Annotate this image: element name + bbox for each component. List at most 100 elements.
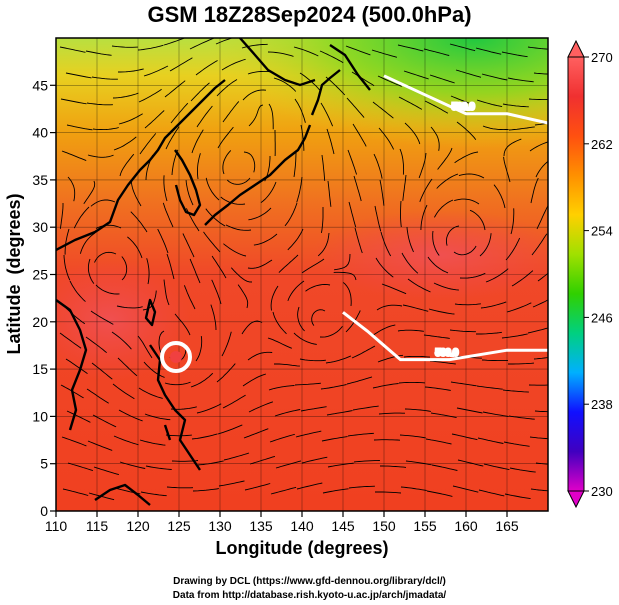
streamline [353,175,362,202]
streamline [190,372,214,388]
streamline [294,382,321,386]
streamline [481,359,508,362]
colorbar-scale [567,56,585,492]
streamline [144,110,165,129]
streamline [116,305,143,309]
coastlines [56,38,371,506]
streamline [92,127,119,131]
streamline [301,456,328,464]
streamline [140,491,167,497]
streamline [527,46,548,50]
streamline [372,101,394,119]
streamline [480,301,507,309]
streamline [270,486,297,495]
streamline [403,355,431,358]
streamline [399,434,426,439]
streamline [287,280,305,302]
streamline [481,73,508,81]
streamline [94,251,117,263]
streamline [163,279,170,306]
colorbar-max-arrow [567,39,585,58]
streamline [248,104,264,127]
streamline [119,461,146,469]
streamline [402,304,429,312]
streamline [406,226,414,253]
streamline [424,100,449,114]
contour-label: 500.0 [436,348,459,358]
streamline [66,124,93,131]
streamline [420,204,428,231]
streamline [191,129,204,154]
colorbar-tick-label: 238 [591,397,613,412]
streamline [459,272,486,279]
streamline [163,38,186,46]
coast-philippines [149,344,201,471]
streamline [164,381,191,386]
streamline [530,488,548,492]
streamline [139,133,157,155]
streamline [321,436,348,442]
streamline [216,79,238,97]
contour-line [383,74,548,125]
streamline [450,381,477,387]
streamline [90,199,116,207]
streamline [450,95,476,106]
y-tick-label: 5 [40,456,48,472]
y-tick-label: 30 [32,219,48,235]
streamline [353,460,380,463]
plot-area: 500.0 500.0 [56,38,548,511]
streamline [217,126,234,149]
streamline [59,46,86,53]
streamline [195,60,218,76]
streamline [398,96,423,110]
streamline [87,258,95,284]
streamline [90,310,114,325]
streamline [287,228,304,251]
typhoon-marker [160,341,192,373]
streamline [217,424,243,435]
streamline [418,152,427,179]
streamline [475,47,502,55]
streamline [293,46,319,57]
streamline [533,72,548,75]
colorbar-tick-label: 246 [591,310,613,325]
streamline [501,51,528,58]
streamline [531,233,548,256]
streamline [300,406,327,412]
streamline [348,201,357,228]
streamline [85,50,112,56]
streamline [429,74,455,84]
streamline [268,103,274,130]
streamline [454,198,480,205]
streamline [345,45,371,56]
streamline [371,324,396,337]
x-tick-label: 140 [290,518,314,534]
colorbar-tick-label: 254 [591,224,613,239]
streamline [348,485,375,489]
streamline [347,149,358,175]
colorbar-tick-label: 262 [591,137,613,152]
streamline [482,411,509,417]
streamline [221,58,246,71]
streamline [166,486,194,489]
streamline [436,173,459,189]
streamline [454,303,481,306]
streamline [182,233,195,258]
streamline [405,460,432,466]
streamline [325,355,352,364]
streamline [117,357,138,377]
streamline [86,102,113,106]
streamline [195,336,203,362]
streamline [503,441,530,447]
streamline [143,361,165,378]
streamline [300,124,305,151]
streamline [377,354,404,363]
streamline [458,173,485,179]
streamline [130,211,148,233]
streamline [270,285,279,311]
streamline [118,409,143,422]
streamline [222,101,240,123]
streamline [485,268,509,283]
contour-line [342,311,548,362]
